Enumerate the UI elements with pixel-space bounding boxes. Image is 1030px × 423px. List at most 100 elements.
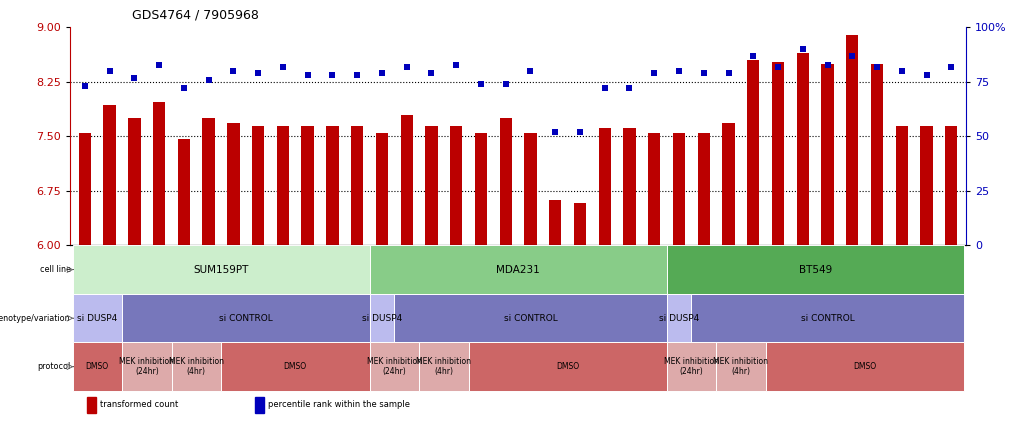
Text: GDS4764 / 7905968: GDS4764 / 7905968 xyxy=(132,8,259,21)
Point xyxy=(572,129,588,135)
Bar xyxy=(103,105,115,245)
Bar xyxy=(524,133,537,245)
Bar xyxy=(475,133,487,245)
Point xyxy=(201,77,217,83)
Bar xyxy=(88,397,96,412)
Point xyxy=(374,70,390,77)
Point xyxy=(349,72,366,79)
Bar xyxy=(255,397,264,412)
Bar xyxy=(153,102,166,245)
Text: MEK inhibition
(4hr): MEK inhibition (4hr) xyxy=(714,357,768,376)
FancyBboxPatch shape xyxy=(666,343,716,391)
Bar xyxy=(351,126,364,245)
Point xyxy=(126,74,142,81)
Point xyxy=(176,85,193,92)
Point xyxy=(671,68,687,74)
Bar xyxy=(896,126,908,245)
Bar xyxy=(796,53,809,245)
Bar xyxy=(252,126,265,245)
Bar xyxy=(549,200,561,245)
Text: BT549: BT549 xyxy=(798,265,832,275)
Bar xyxy=(598,128,611,245)
Bar xyxy=(302,126,314,245)
FancyBboxPatch shape xyxy=(72,343,122,391)
Text: MDA231: MDA231 xyxy=(496,265,540,275)
Point xyxy=(868,63,885,70)
Bar xyxy=(623,128,636,245)
Text: MEK inhibition
(24hr): MEK inhibition (24hr) xyxy=(367,357,422,376)
Point xyxy=(720,70,736,77)
Point xyxy=(621,85,638,92)
Point xyxy=(547,129,563,135)
FancyBboxPatch shape xyxy=(394,294,666,343)
Text: si DUSP4: si DUSP4 xyxy=(659,314,699,323)
FancyBboxPatch shape xyxy=(172,343,221,391)
Point xyxy=(794,46,811,53)
FancyBboxPatch shape xyxy=(691,294,964,343)
FancyBboxPatch shape xyxy=(370,245,666,294)
Bar xyxy=(846,35,858,245)
Text: MEK inhibition
(4hr): MEK inhibition (4hr) xyxy=(169,357,224,376)
Point xyxy=(300,72,316,79)
FancyBboxPatch shape xyxy=(716,343,765,391)
Text: cell line: cell line xyxy=(39,265,70,274)
Text: si CONTROL: si CONTROL xyxy=(219,314,273,323)
Bar xyxy=(946,126,958,245)
Text: MEK inhibition
(4hr): MEK inhibition (4hr) xyxy=(416,357,472,376)
Bar xyxy=(327,126,339,245)
Point xyxy=(275,63,291,70)
Text: si CONTROL: si CONTROL xyxy=(800,314,855,323)
Bar xyxy=(450,126,462,245)
Point xyxy=(324,72,341,79)
Text: DMSO: DMSO xyxy=(556,362,579,371)
Point xyxy=(250,70,267,77)
Point xyxy=(596,85,613,92)
Text: transformed count: transformed count xyxy=(100,401,178,409)
Bar xyxy=(178,139,191,245)
FancyBboxPatch shape xyxy=(666,245,964,294)
Text: protocol: protocol xyxy=(37,362,70,371)
Point xyxy=(745,52,761,59)
Bar xyxy=(277,126,289,245)
Bar xyxy=(870,64,883,245)
Point xyxy=(448,61,465,68)
FancyBboxPatch shape xyxy=(122,343,172,391)
Text: si DUSP4: si DUSP4 xyxy=(362,314,402,323)
Point xyxy=(844,52,860,59)
Text: si DUSP4: si DUSP4 xyxy=(77,314,117,323)
Text: si CONTROL: si CONTROL xyxy=(504,314,557,323)
Bar xyxy=(376,133,388,245)
Bar xyxy=(697,133,710,245)
Point xyxy=(943,63,960,70)
Point xyxy=(76,83,93,90)
Point xyxy=(919,72,935,79)
Text: DMSO: DMSO xyxy=(853,362,877,371)
Point xyxy=(151,61,168,68)
Text: genotype/variation: genotype/variation xyxy=(0,314,70,323)
FancyBboxPatch shape xyxy=(765,343,964,391)
Point xyxy=(226,68,242,74)
Bar xyxy=(771,62,784,245)
Point xyxy=(646,70,662,77)
FancyBboxPatch shape xyxy=(370,343,419,391)
Bar xyxy=(78,133,91,245)
Bar xyxy=(228,124,240,245)
FancyBboxPatch shape xyxy=(469,343,666,391)
Bar xyxy=(425,126,438,245)
Point xyxy=(894,68,911,74)
Bar xyxy=(128,118,140,245)
Text: SUM159PT: SUM159PT xyxy=(194,265,248,275)
Text: DMSO: DMSO xyxy=(283,362,307,371)
Bar xyxy=(722,124,734,245)
Point xyxy=(819,61,835,68)
FancyBboxPatch shape xyxy=(221,343,370,391)
Bar xyxy=(500,118,512,245)
Text: MEK inhibition
(24hr): MEK inhibition (24hr) xyxy=(119,357,174,376)
Bar xyxy=(821,64,833,245)
Point xyxy=(695,70,712,77)
Bar xyxy=(747,60,759,245)
Bar xyxy=(673,133,685,245)
Point xyxy=(101,68,117,74)
Bar xyxy=(401,115,413,245)
FancyBboxPatch shape xyxy=(419,343,469,391)
